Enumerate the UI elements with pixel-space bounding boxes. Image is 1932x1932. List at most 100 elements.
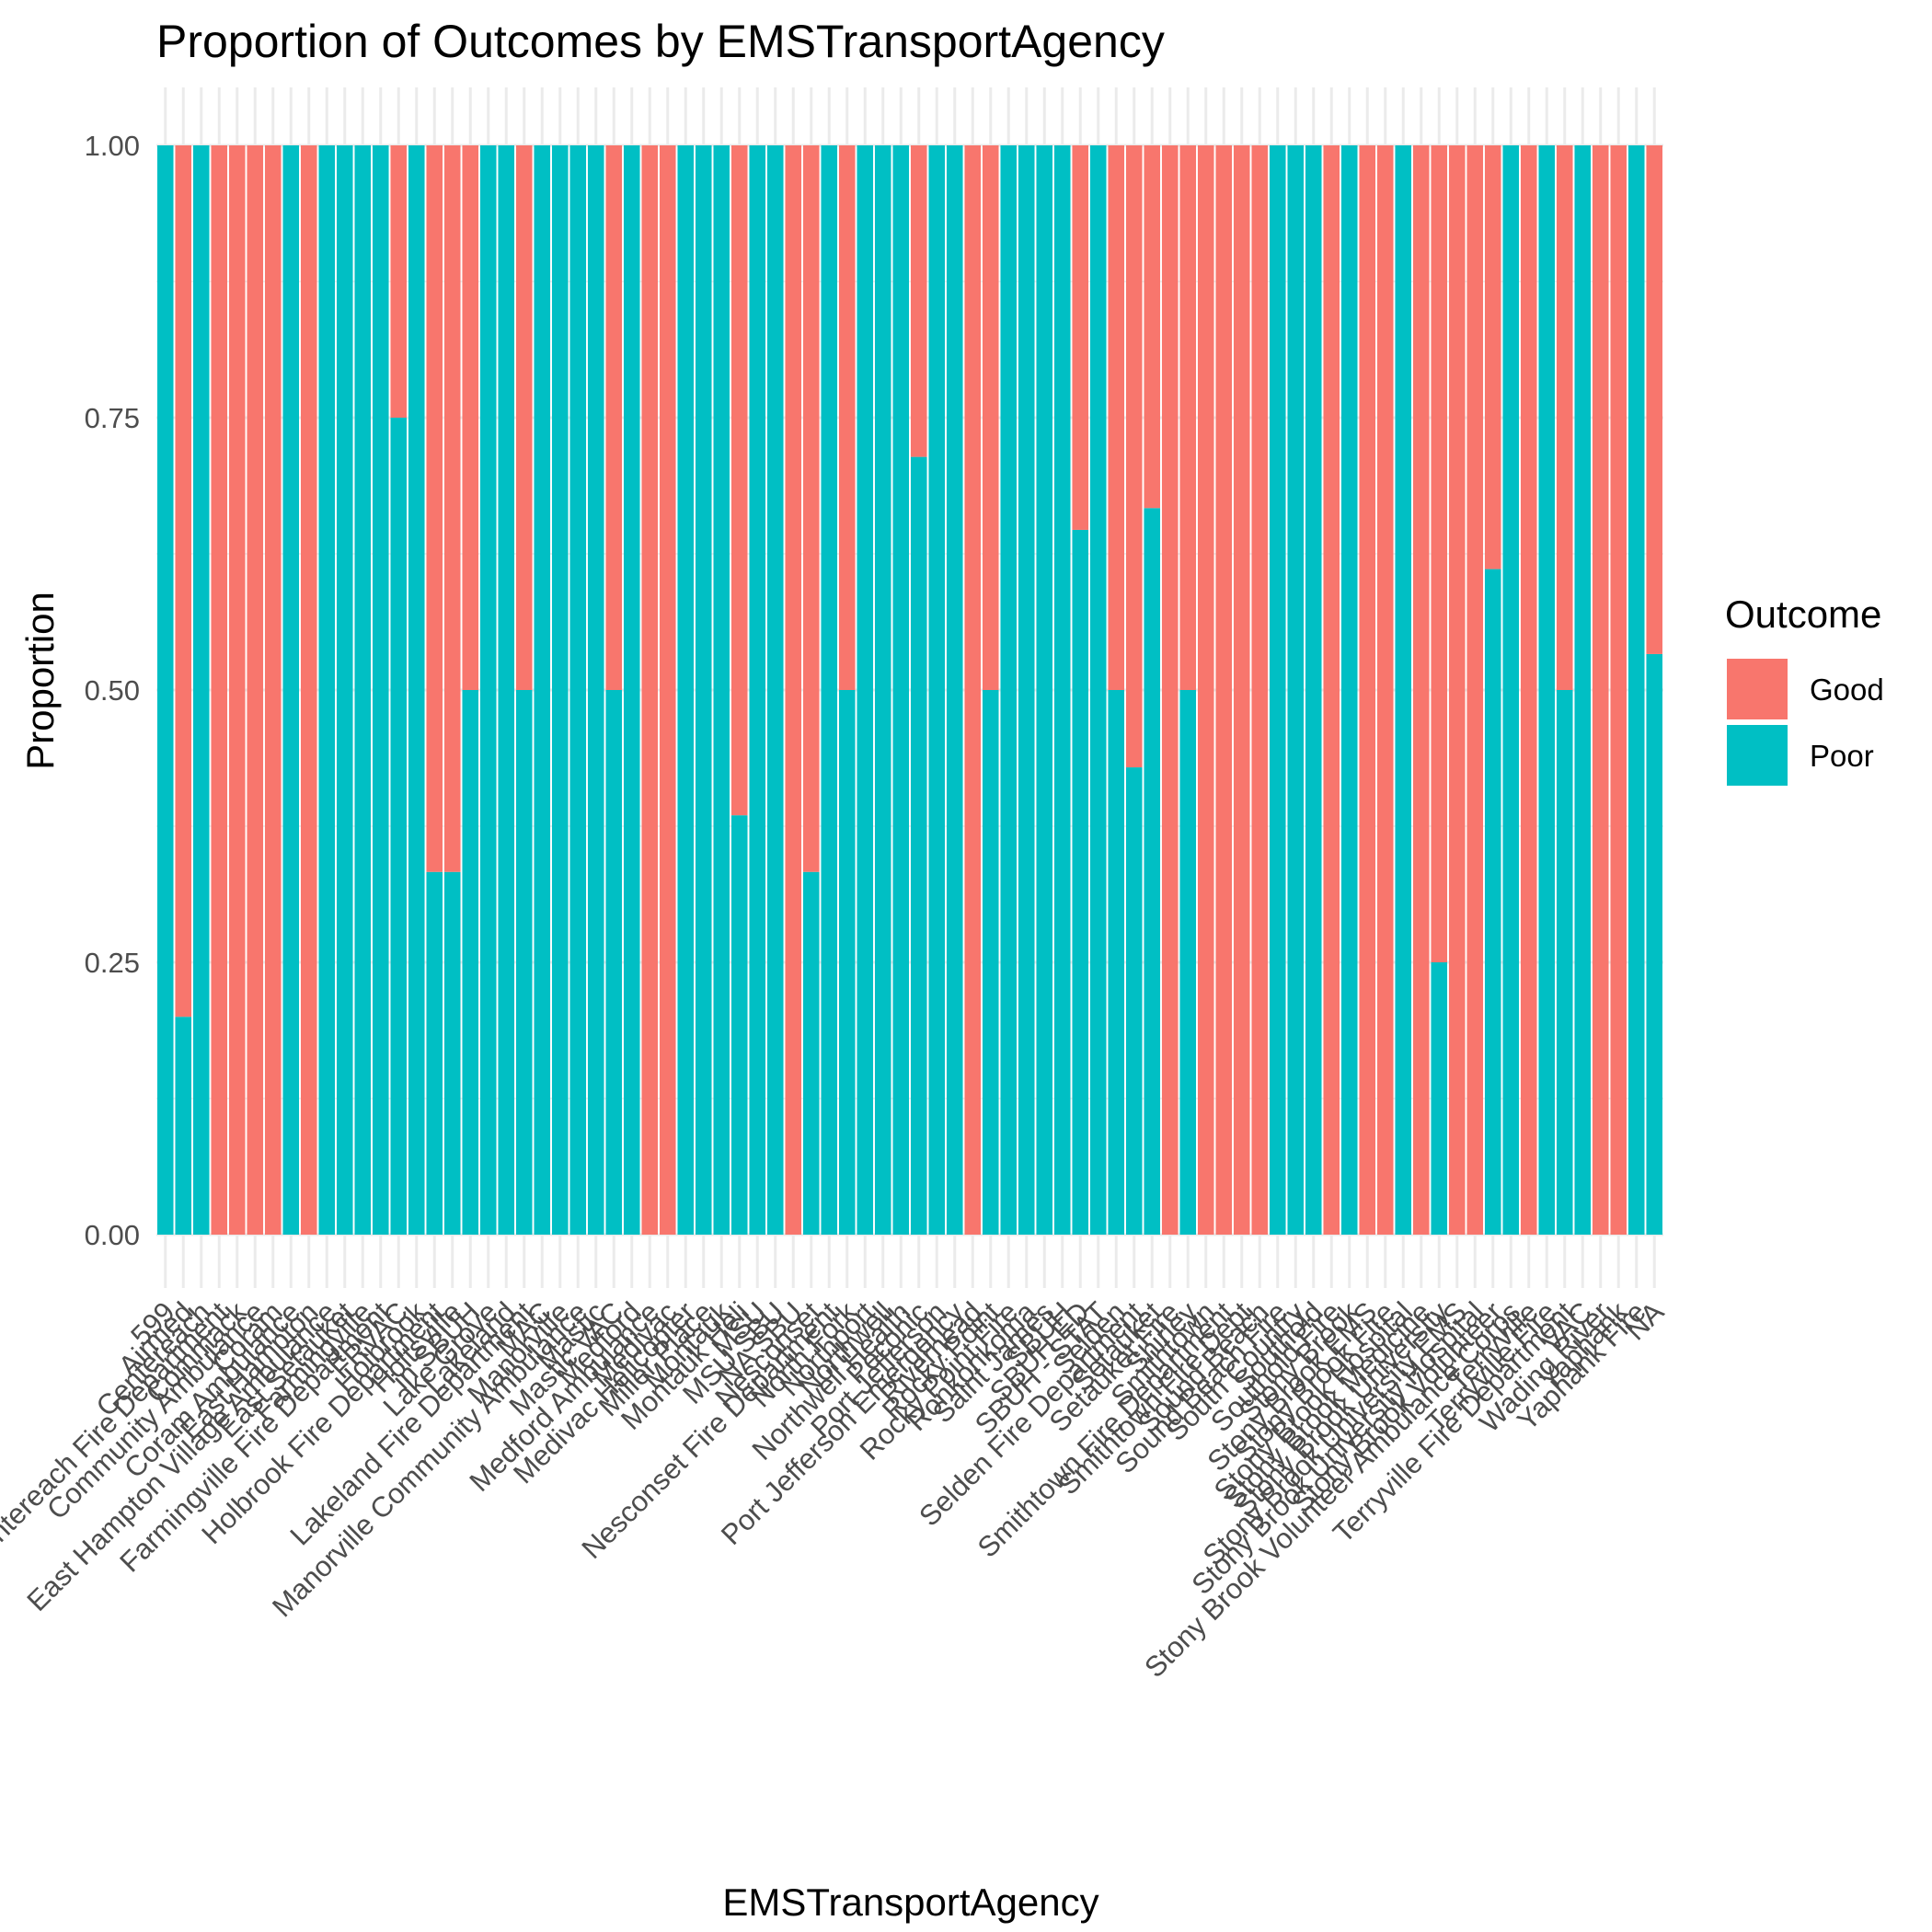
y-tick-label: 0.50 [85, 674, 140, 707]
bar-poor [605, 690, 623, 1235]
bar-poor [175, 1017, 192, 1235]
bar-poor [623, 145, 640, 1235]
bar-poor [1646, 653, 1663, 1235]
bar-good [1161, 145, 1179, 1235]
bar-poor [1125, 767, 1143, 1235]
bar-poor [1144, 508, 1161, 1235]
bar-good [515, 145, 533, 690]
bar-poor [695, 145, 712, 1235]
bar-poor [354, 145, 372, 1235]
bar-poor [749, 145, 766, 1235]
legend: Outcome Good Poor [1725, 592, 1884, 786]
bar-poor [390, 418, 408, 1235]
bar-good [1251, 145, 1269, 1235]
bar-poor [156, 145, 174, 1235]
bar-poor [1538, 145, 1556, 1235]
legend-key-poor [1727, 725, 1788, 786]
bar-good [802, 145, 820, 872]
bar-good [641, 145, 659, 1235]
bar-poor [1574, 145, 1592, 1235]
y-axis-title: Proportion [18, 592, 62, 770]
bar-good [1359, 145, 1376, 1235]
bar-good [605, 145, 623, 690]
bar-poor [569, 145, 587, 1235]
y-tick-label: 0.75 [85, 402, 140, 434]
bar-good [1484, 145, 1501, 569]
bar-poor [443, 871, 461, 1235]
bar-good [1072, 145, 1089, 530]
bar-good [175, 145, 192, 1018]
bar-good [730, 145, 748, 816]
bar-poor [318, 145, 336, 1235]
bar-poor [282, 145, 300, 1235]
bar-good [390, 145, 408, 418]
bar-poor [551, 145, 569, 1235]
bar-poor [1305, 145, 1322, 1235]
bar-good [1179, 145, 1197, 690]
bar-poor [534, 145, 551, 1235]
bar-good [1646, 145, 1663, 654]
bar-poor [1053, 145, 1071, 1235]
bar-poor [1036, 145, 1053, 1235]
y-tick-label: 0.00 [85, 1219, 140, 1251]
bar-poor [766, 145, 784, 1235]
bar-good [1197, 145, 1214, 1235]
bar-good [964, 145, 982, 1235]
y-tick-label: 0.25 [85, 947, 140, 979]
bar-poor [838, 690, 856, 1235]
bar-poor [1179, 690, 1197, 1235]
bar-poor [713, 145, 730, 1235]
bar-good [1376, 145, 1394, 1235]
bar-poor [874, 145, 891, 1235]
bar-poor [1431, 962, 1448, 1235]
legend-label: Poor [1810, 739, 1874, 773]
bar-poor [1502, 145, 1520, 1235]
bar-poor [1072, 529, 1089, 1235]
bar-poor [730, 815, 748, 1235]
bar-good [247, 145, 264, 1235]
bar-good [1466, 145, 1484, 1235]
bar-good [659, 145, 676, 1235]
bar-poor [892, 145, 910, 1235]
bar-poor [1556, 690, 1573, 1235]
bar-good [300, 145, 317, 1235]
bar-poor [336, 145, 353, 1235]
bar-good [1592, 145, 1609, 1235]
y-axis-ticks: 0.00 0.25 0.50 0.75 1.00 [85, 130, 140, 1251]
bar-good [443, 145, 461, 872]
bar-good [1144, 145, 1161, 509]
bar-good [264, 145, 282, 1235]
bar-poor [910, 456, 927, 1235]
bar-poor [928, 145, 946, 1235]
bar-poor [1000, 145, 1018, 1235]
bar-good [1125, 145, 1143, 768]
bar-poor [426, 871, 443, 1235]
bar-good [1233, 145, 1250, 1235]
bar-good [1108, 145, 1125, 690]
bar-poor [408, 145, 425, 1235]
bar-good [211, 145, 228, 1235]
bar-poor [462, 690, 479, 1235]
bars [156, 145, 1663, 1235]
bar-poor [982, 690, 999, 1235]
bar-poor [515, 690, 533, 1235]
bar-poor [1287, 145, 1305, 1235]
bar-poor [821, 145, 838, 1235]
bar-poor [498, 145, 515, 1235]
bar-poor [1484, 569, 1501, 1235]
bar-poor [1108, 690, 1125, 1235]
bar-poor [479, 145, 497, 1235]
bar-poor [1269, 145, 1286, 1235]
bar-good [1215, 145, 1233, 1235]
legend-key-good [1727, 659, 1788, 719]
x-axis-title: EMSTransportAgency [722, 1880, 1098, 1924]
bar-poor [677, 145, 695, 1235]
bar-good [982, 145, 999, 690]
bar-good [1556, 145, 1573, 690]
bar-good [462, 145, 479, 690]
legend-title: Outcome [1725, 592, 1881, 636]
bar-poor [1089, 145, 1107, 1235]
bar-poor [1340, 145, 1358, 1235]
